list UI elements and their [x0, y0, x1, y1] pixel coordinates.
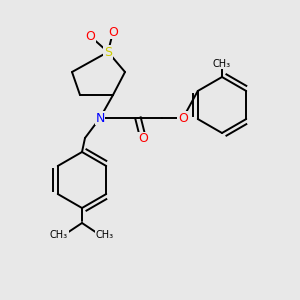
Text: O: O [138, 133, 148, 146]
Text: O: O [178, 112, 188, 124]
Text: O: O [108, 26, 118, 38]
Text: CH₃: CH₃ [213, 59, 231, 69]
Text: N: N [95, 112, 105, 124]
Text: O: O [85, 29, 95, 43]
Text: S: S [104, 46, 112, 59]
Text: CH₃: CH₃ [96, 230, 114, 240]
Text: CH₃: CH₃ [50, 230, 68, 240]
